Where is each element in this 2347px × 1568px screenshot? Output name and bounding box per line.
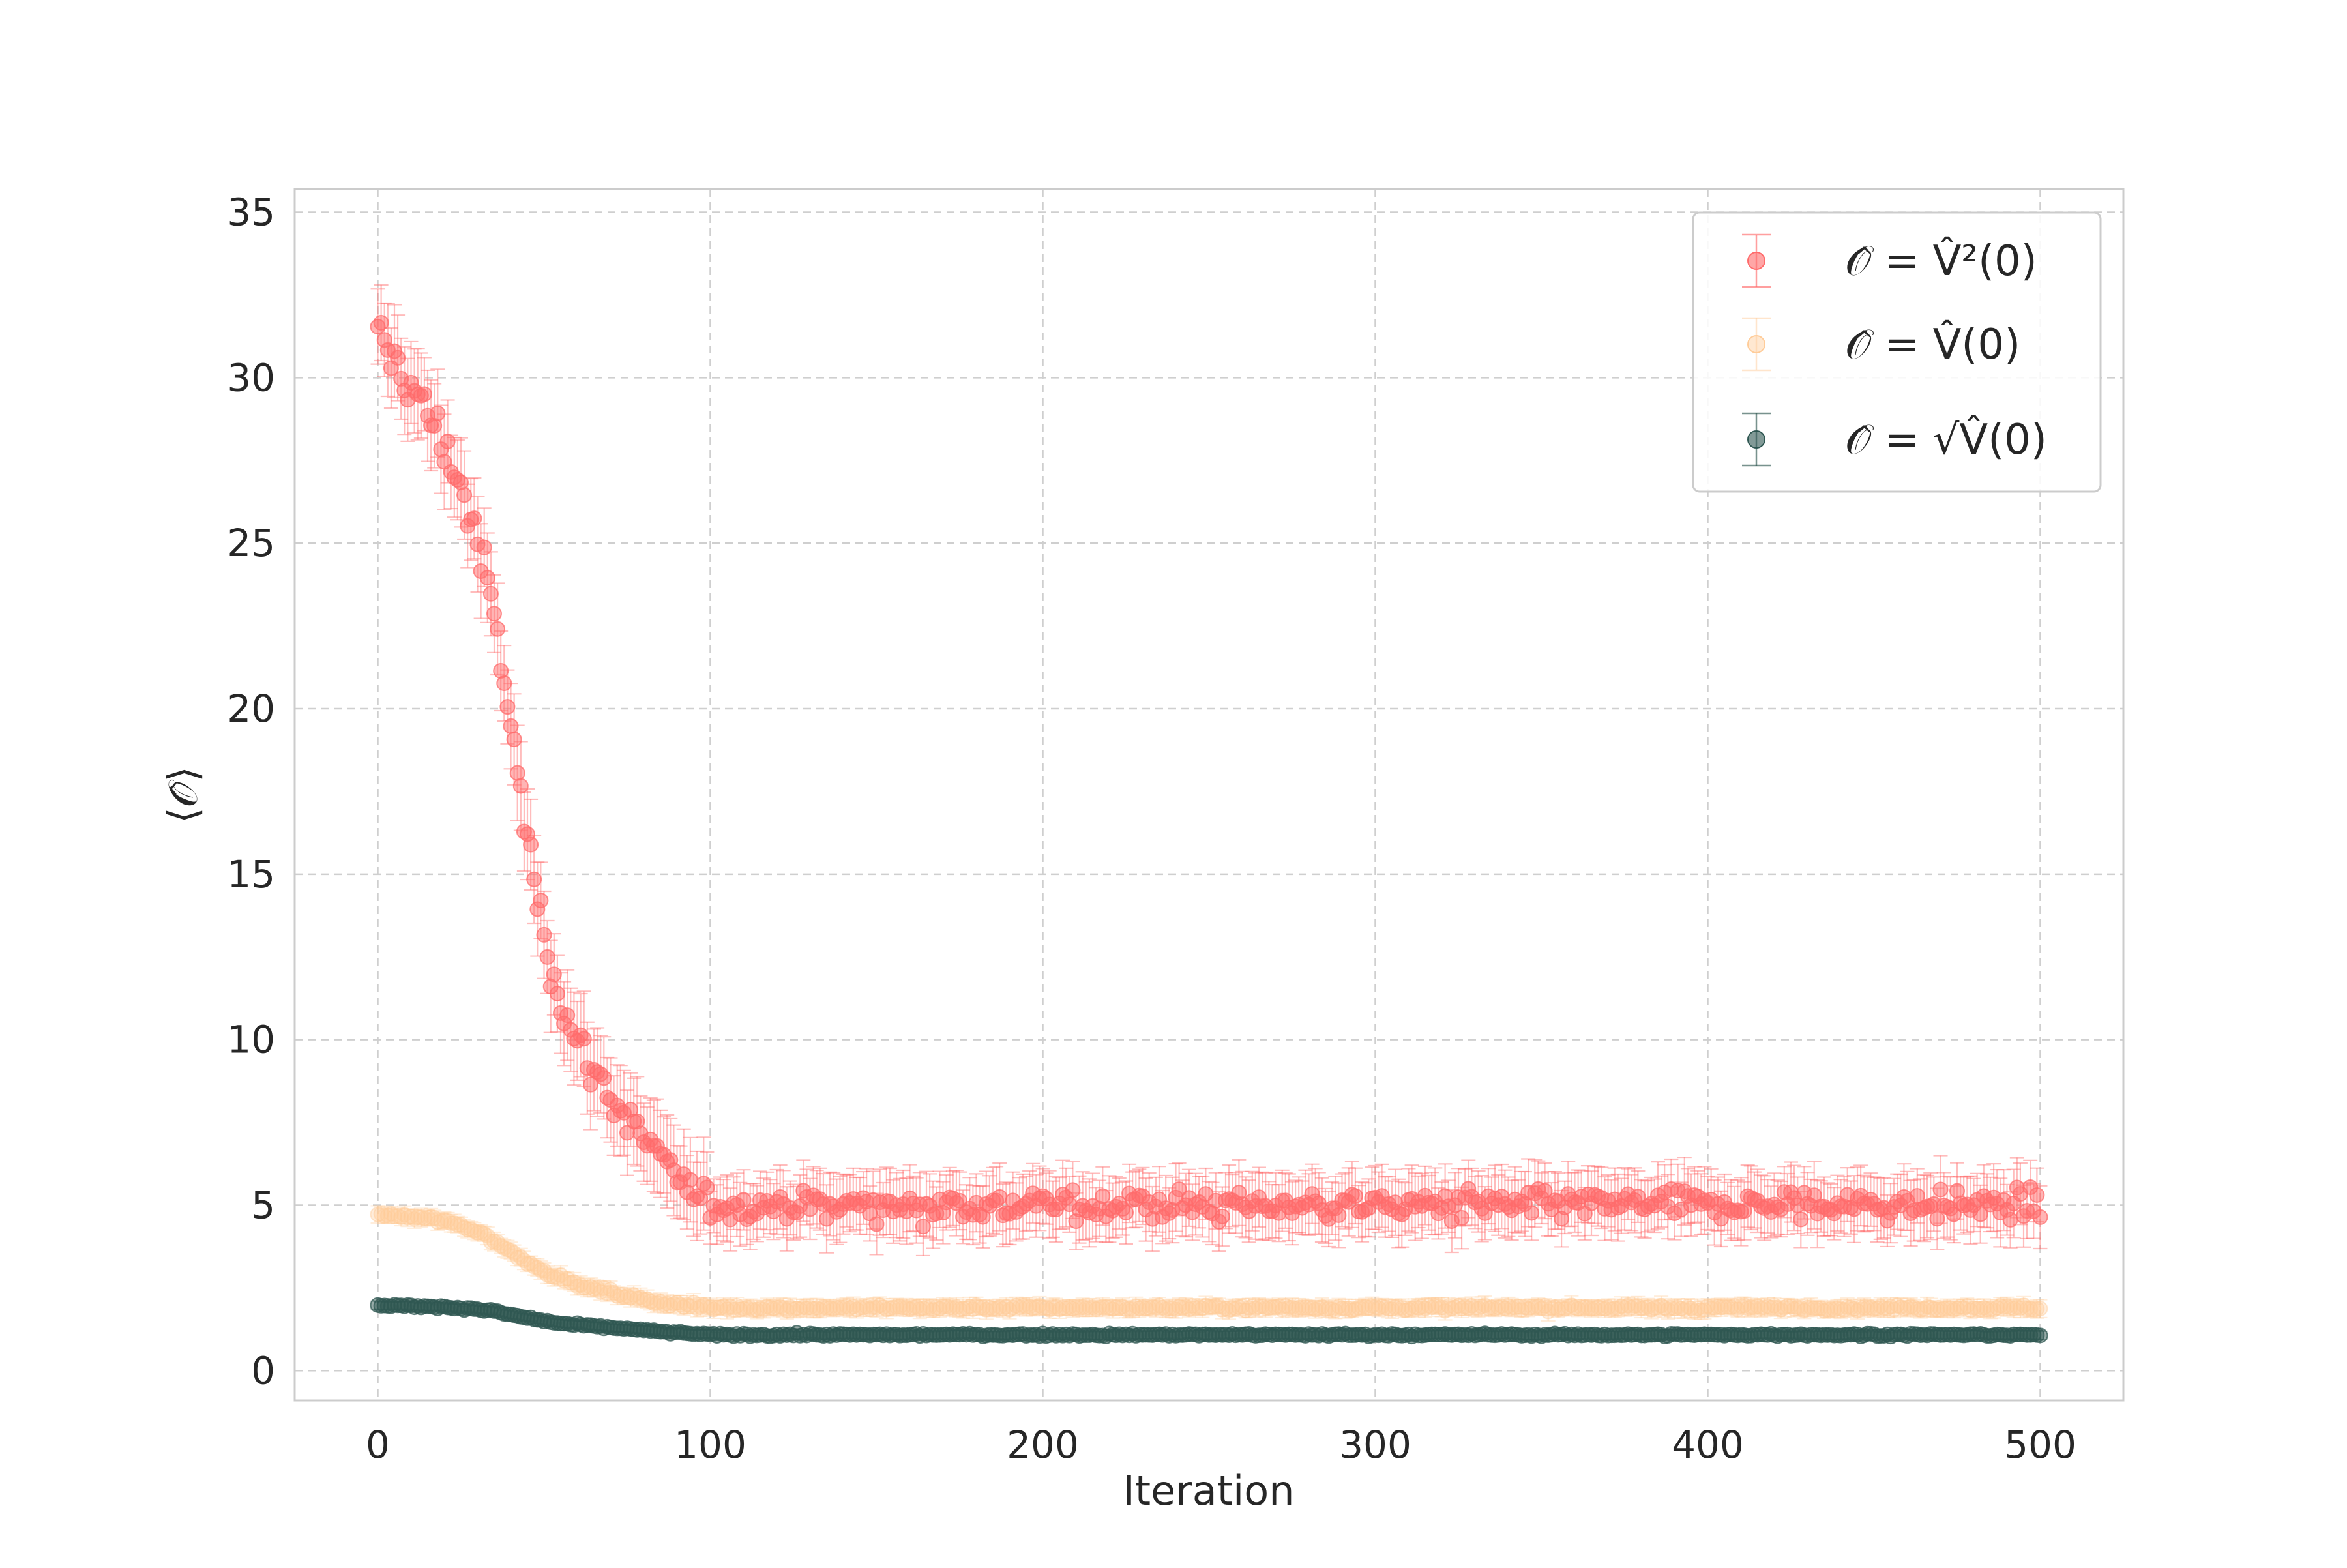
data-point [1348,1189,1363,1203]
data-point [514,779,528,793]
data-point [500,700,514,714]
data-point [1065,1183,1080,1197]
data-point [533,893,548,908]
data-point [547,967,561,981]
data-point [992,1190,1007,1204]
data-point [2030,1188,2044,1202]
data-point [417,387,432,401]
data-point [487,606,501,621]
data-point [430,406,445,421]
data-point [540,950,555,964]
data-point [870,1217,884,1232]
data-point [1934,1182,1948,1196]
data-point [457,488,471,502]
data-point [2033,1301,2048,1316]
data-point [527,872,541,887]
data-point [490,622,505,636]
data-point [1331,1208,1346,1222]
data-point [737,1192,751,1207]
data-point [484,587,498,601]
data-point [560,1008,574,1022]
data-point [510,766,525,780]
data-point [577,1031,591,1046]
data-point [1215,1209,1230,1224]
data-point [1524,1206,1539,1220]
data-point [441,434,455,449]
data-point [683,1173,698,1187]
data-point [700,1180,714,1194]
data-point [916,1219,930,1234]
data-point [550,986,565,1001]
data-point [2033,1210,2048,1224]
data-point [597,1071,611,1085]
data-point [524,838,538,852]
data-point [507,732,522,747]
